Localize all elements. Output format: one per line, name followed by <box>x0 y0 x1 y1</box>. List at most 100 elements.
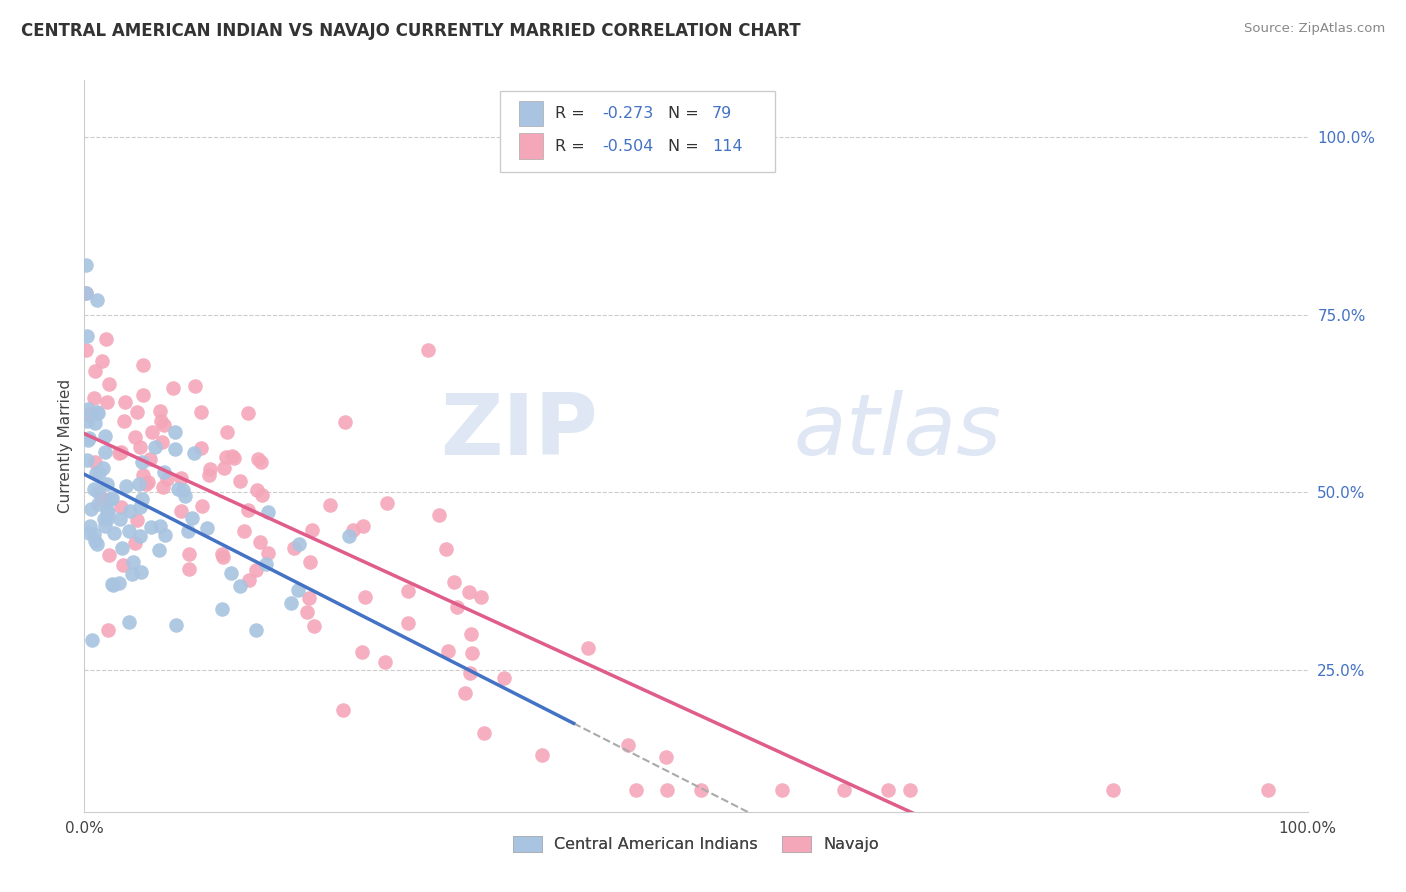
Point <box>118 615 141 629</box>
Point <box>177 547 200 561</box>
Point <box>86 536 108 550</box>
Point <box>83 364 105 378</box>
Point <box>183 446 205 460</box>
Point <box>149 404 172 418</box>
Point <box>457 585 479 599</box>
Point <box>121 566 143 581</box>
Point <box>236 406 259 420</box>
Point <box>174 489 197 503</box>
Point <box>87 466 110 480</box>
Point <box>190 442 212 456</box>
Point <box>492 671 515 685</box>
Point <box>100 491 122 505</box>
Point <box>103 525 125 540</box>
Point <box>117 524 139 538</box>
Point <box>131 455 153 469</box>
Point <box>458 666 481 681</box>
Point <box>75 286 97 301</box>
Point <box>332 703 354 717</box>
Point <box>443 574 465 589</box>
Point <box>247 452 270 467</box>
Point <box>181 511 204 525</box>
Point <box>150 434 173 449</box>
Point <box>110 500 132 514</box>
Point <box>128 440 150 454</box>
Point <box>576 641 599 656</box>
Point <box>299 555 322 569</box>
Point <box>153 465 176 479</box>
Point <box>396 615 419 630</box>
Point <box>97 505 120 519</box>
Point <box>257 546 280 560</box>
Point <box>198 467 221 482</box>
Point <box>876 783 898 797</box>
Point <box>131 491 153 506</box>
Point <box>170 471 193 485</box>
Point <box>246 483 269 497</box>
Point <box>83 482 105 496</box>
Point <box>304 619 326 633</box>
Text: 79: 79 <box>711 105 733 120</box>
Point <box>153 418 176 433</box>
Point <box>87 497 110 511</box>
Point <box>301 523 323 537</box>
Point <box>162 381 184 395</box>
Point <box>124 430 146 444</box>
Point <box>280 596 302 610</box>
Point <box>470 591 492 605</box>
Point <box>129 500 152 514</box>
Point <box>75 286 97 301</box>
Point <box>77 402 100 417</box>
Point <box>319 498 342 512</box>
Point <box>148 542 170 557</box>
Point <box>250 455 273 469</box>
Point <box>342 523 364 537</box>
Point <box>297 605 319 619</box>
Point <box>249 534 271 549</box>
Point <box>215 425 238 439</box>
Point <box>84 466 107 480</box>
Point <box>76 407 98 421</box>
Point <box>87 406 110 420</box>
Point <box>91 461 114 475</box>
Point <box>461 646 484 660</box>
Point <box>617 738 640 752</box>
Point <box>91 493 114 508</box>
Point <box>287 537 309 551</box>
Point <box>132 358 155 372</box>
Point <box>898 783 921 797</box>
Point <box>177 524 200 539</box>
Point <box>75 343 97 358</box>
Point <box>112 414 135 428</box>
Point <box>101 576 124 591</box>
Y-axis label: Currently Married: Currently Married <box>58 379 73 513</box>
Point <box>110 445 132 459</box>
Point <box>211 547 233 561</box>
Point <box>138 452 160 467</box>
Point <box>97 623 120 637</box>
Point <box>125 405 148 419</box>
Point <box>655 749 678 764</box>
Point <box>94 332 117 346</box>
Point <box>170 504 193 518</box>
Point <box>96 512 118 526</box>
Point <box>1101 783 1123 797</box>
Point <box>96 477 118 491</box>
Point <box>177 562 200 576</box>
Point <box>143 440 166 454</box>
Point <box>460 627 482 641</box>
Point <box>257 505 280 519</box>
Point <box>298 591 321 605</box>
Point <box>195 521 218 535</box>
Point <box>93 511 115 525</box>
Text: CENTRAL AMERICAN INDIAN VS NAVAJO CURRENTLY MARRIED CORRELATION CHART: CENTRAL AMERICAN INDIAN VS NAVAJO CURREN… <box>21 22 800 40</box>
Point <box>184 379 207 393</box>
Point <box>79 518 101 533</box>
Point <box>211 601 233 615</box>
Point <box>770 783 793 797</box>
Point <box>108 512 131 526</box>
Point <box>86 404 108 418</box>
Point <box>245 563 267 577</box>
Point <box>163 442 186 457</box>
Point <box>84 455 107 469</box>
